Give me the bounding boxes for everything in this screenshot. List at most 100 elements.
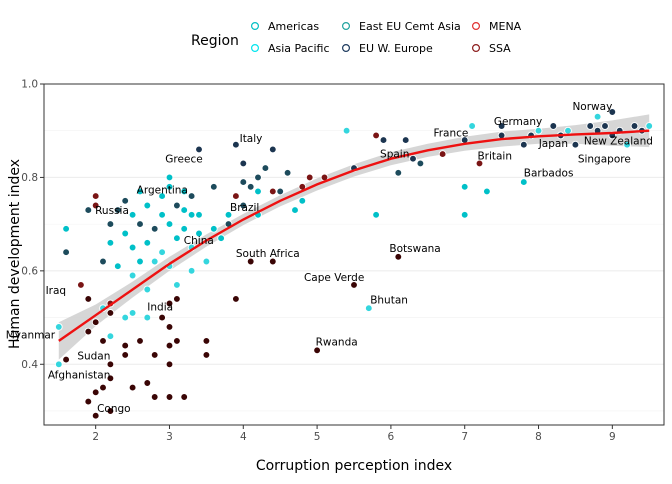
country-label: Bhutan [370, 295, 408, 307]
data-point [202, 257, 211, 266]
data-point [165, 393, 174, 401]
data-point [62, 248, 70, 257]
data-point [84, 295, 93, 303]
data-point [106, 220, 115, 228]
data-point [187, 266, 196, 275]
data-point [121, 341, 130, 350]
data-point [195, 145, 203, 154]
data-point [460, 210, 469, 219]
country-label: Germany [494, 116, 542, 128]
data-point [165, 182, 174, 191]
data-point [106, 309, 115, 317]
data-point [549, 122, 558, 130]
legend-items: Americas Asia Pacific East EU Cemt Asia EU … [251, 20, 522, 55]
data-point [246, 182, 255, 191]
country-label: Argentina [137, 184, 188, 196]
legend-item: MENA [472, 20, 522, 33]
country-label: Brazil [230, 202, 259, 214]
data-point [564, 126, 572, 135]
country-label: Greece [165, 154, 202, 166]
data-point [630, 122, 639, 130]
x-tick-label: 7 [461, 431, 468, 443]
data-point [268, 187, 277, 196]
data-point [128, 309, 137, 317]
data-point [438, 150, 447, 158]
data-point [187, 210, 196, 219]
data-point [173, 281, 181, 289]
data-point [180, 393, 189, 401]
data-point [128, 210, 137, 219]
data-point [460, 182, 469, 191]
data-point [143, 285, 152, 294]
x-tick-label: 8 [535, 431, 542, 443]
data-point [91, 201, 100, 210]
trend-line [58, 129, 650, 342]
legend-key-icon [472, 43, 481, 52]
data-point [99, 257, 107, 266]
data-point [601, 122, 609, 130]
legend-key-icon [251, 43, 260, 52]
data-point [195, 229, 203, 238]
data-point [593, 112, 602, 121]
country-label: Russia [95, 205, 129, 217]
data-point [158, 192, 166, 200]
data-point [84, 327, 93, 336]
data-point [128, 243, 137, 252]
data-point [62, 224, 70, 233]
data-point [401, 136, 410, 144]
country-label: Italy [240, 133, 263, 145]
country-label: Botswana [389, 243, 440, 255]
legend-item-label: East EU Cemt Asia [359, 20, 461, 33]
data-point [158, 210, 166, 219]
data-point [202, 337, 211, 345]
y-tick-label: 0.6 [21, 265, 38, 277]
country-label: China [184, 235, 214, 247]
data-point [143, 201, 152, 210]
data-point [468, 122, 476, 130]
country-label: Congo [97, 403, 131, 415]
data-point [121, 196, 130, 205]
x-tick-label: 6 [388, 431, 395, 443]
x-tick-label: 4 [240, 431, 247, 443]
country-labels: Norway Germany France New Zealand Japan Singa… [6, 101, 653, 415]
country-label: Singapore [578, 154, 631, 166]
data-point [165, 173, 174, 182]
data-point [254, 173, 262, 182]
country-label: India [147, 302, 173, 314]
data-point [268, 257, 277, 266]
legend-item-label: Asia Pacific [268, 42, 330, 55]
data-point [313, 346, 321, 355]
country-label: Norway [572, 101, 612, 113]
country-label: France [433, 127, 468, 139]
legend-item: EU W. Europe [342, 42, 433, 55]
plot-panel: Norway Germany France New Zealand Japan Singa… [6, 83, 665, 426]
data-point [497, 122, 506, 130]
data-point [276, 187, 285, 196]
data-point [77, 281, 85, 289]
country-label: Barbados [524, 168, 574, 180]
data-point [143, 313, 152, 322]
x-tick-label: 5 [314, 431, 321, 443]
data-point [106, 374, 115, 383]
legend-item: SSA [472, 42, 511, 55]
data-point [254, 187, 262, 196]
data-point [372, 131, 380, 140]
legend-item: East EU Cemt Asia [342, 20, 461, 33]
data-point [416, 159, 425, 168]
data-point [173, 295, 181, 303]
country-label: Afghanistan [48, 369, 111, 381]
legend-key-icon [342, 22, 351, 31]
country-label: Cape Verde [304, 272, 364, 284]
data-point [150, 257, 159, 266]
data-point [84, 397, 93, 406]
data-point [246, 257, 255, 266]
data-point [180, 224, 189, 233]
data-point [121, 313, 130, 322]
data-point [232, 140, 240, 149]
data-point [136, 220, 144, 228]
x-axis-title: Corruption perception index [256, 458, 452, 474]
data-point [165, 323, 174, 331]
country-label: Sudan [77, 351, 110, 363]
data-point [150, 393, 159, 401]
data-point [180, 206, 189, 214]
